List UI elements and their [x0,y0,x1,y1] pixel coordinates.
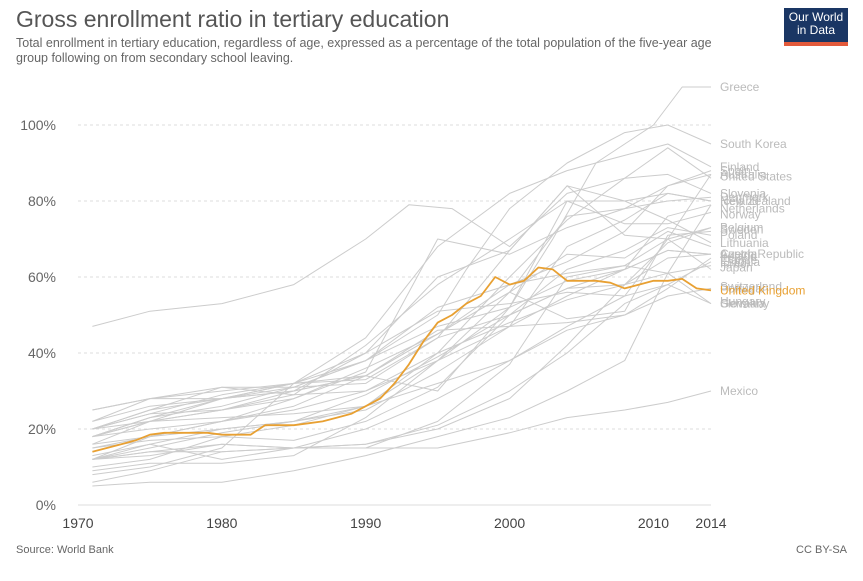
series-line-czech-republic[interactable] [92,253,712,460]
series-line-turkey[interactable] [92,204,712,487]
end-label-sweden[interactable]: Sweden [720,223,763,237]
series-line-slovakia[interactable] [92,284,712,460]
end-label-ireland[interactable]: Ireland [720,249,757,263]
end-label-new-zealand[interactable]: New Zealand [720,194,791,208]
end-label-hungary[interactable]: Hungary [720,295,765,309]
series-line-united-states[interactable] [92,147,712,327]
series-line-france[interactable] [92,261,712,430]
end-label-south-korea[interactable]: South Korea [720,137,787,151]
end-label-israel[interactable]: Israel [720,257,749,271]
end-label-united-kingdom[interactable]: United Kingdom [720,283,805,297]
x-tick-label: 1970 [62,515,93,531]
end-label-japan[interactable]: Japan [720,261,753,275]
series-line-germany[interactable] [92,257,712,422]
series-line-hungary[interactable] [92,265,712,460]
end-label-slovakia[interactable]: Slovakia [720,297,766,311]
end-label-germany[interactable]: Germany [720,297,769,311]
end-label-australia[interactable]: Australia [720,167,767,181]
y-tick-label: 20% [28,421,56,437]
series-line-norway[interactable] [92,200,712,438]
muted-series-group[interactable] [92,86,712,487]
end-label-portugal[interactable]: Portugal [720,281,765,295]
series-line-ireland[interactable] [92,227,712,460]
highlight-series-group[interactable] [92,266,712,453]
end-label-finland[interactable]: Finland [720,160,759,174]
series-line-mexico[interactable] [92,390,712,483]
x-axis-ticks: 1970 1980 1990 2000 2010 2014 [62,515,726,531]
end-label-greece[interactable]: Greece [720,80,760,94]
series-line-chile[interactable] [92,174,712,460]
logo-line-1: Our World [788,10,844,24]
series-line-portugal[interactable] [92,249,712,472]
x-tick-label: 2014 [695,515,726,531]
end-label-denmark[interactable]: Denmark [720,190,770,204]
series-line-united-kingdom[interactable] [92,266,712,453]
series-line-estonia[interactable] [92,230,712,430]
series-line-south-korea[interactable] [92,124,712,476]
series-line-new-zealand[interactable] [92,185,712,430]
series-line-greece[interactable] [92,86,711,438]
x-tick-label: 1990 [350,515,381,531]
end-label-france[interactable]: France [720,253,758,267]
end-label-netherlands[interactable]: Netherlands [720,202,785,216]
series-line-austria[interactable] [92,230,712,449]
x-tick-label: 2000 [494,515,525,531]
chart-subtitle: Total enrollment in tertiary education, … [16,36,712,65]
grid-lines [78,124,711,506]
logo-line-2: in Data [796,23,836,37]
owid-logo[interactable]: Our World in Data [784,8,848,46]
series-line-switzerland[interactable] [92,287,712,468]
series-line-belgium[interactable] [92,227,712,438]
x-tick-label: 1980 [206,515,237,531]
y-tick-label: 100% [20,117,56,133]
end-label-austria[interactable]: Austria [720,247,758,261]
series-line-japan[interactable] [92,265,712,430]
y-tick-label: 60% [28,269,56,285]
series-line-sweden[interactable] [92,185,712,411]
x-tick-label: 2010 [638,515,669,531]
end-label-norway[interactable]: Norway [720,207,761,221]
end-label-czech-republic[interactable]: Czech Republic [720,247,804,261]
y-tick-label: 40% [28,345,56,361]
end-label-mexico[interactable]: Mexico [720,384,758,398]
series-line-finland[interactable] [92,143,712,438]
end-label-united-states[interactable]: United States [720,169,792,183]
end-label-estonia[interactable]: Estonia [720,255,760,269]
end-label-spain[interactable]: Spain [720,164,751,178]
end-label-poland[interactable]: Poland [720,228,757,242]
end-label-belgium[interactable]: Belgium [720,221,763,235]
license-note[interactable]: CC BY-SA [796,544,847,556]
end-label-switzerland[interactable]: Switzerland [720,280,782,294]
end-label-iceland[interactable]: Iceland [720,194,759,208]
source-note[interactable]: Source: World Bank [16,544,114,556]
series-line-lithuania[interactable] [92,200,712,411]
series-line-iceland[interactable] [92,192,712,460]
y-axis-ticks: 0% 20% 40% 60% 80% 100% [20,117,56,513]
end-label-lithuania[interactable]: Lithuania [720,236,769,250]
y-tick-label: 0% [36,497,56,513]
chart-title: Gross enrollment ratio in tertiary educa… [16,6,450,32]
y-tick-label: 80% [28,193,56,209]
series-line-netherlands[interactable] [92,204,712,438]
end-label-slovenia[interactable]: Slovenia [720,186,766,200]
